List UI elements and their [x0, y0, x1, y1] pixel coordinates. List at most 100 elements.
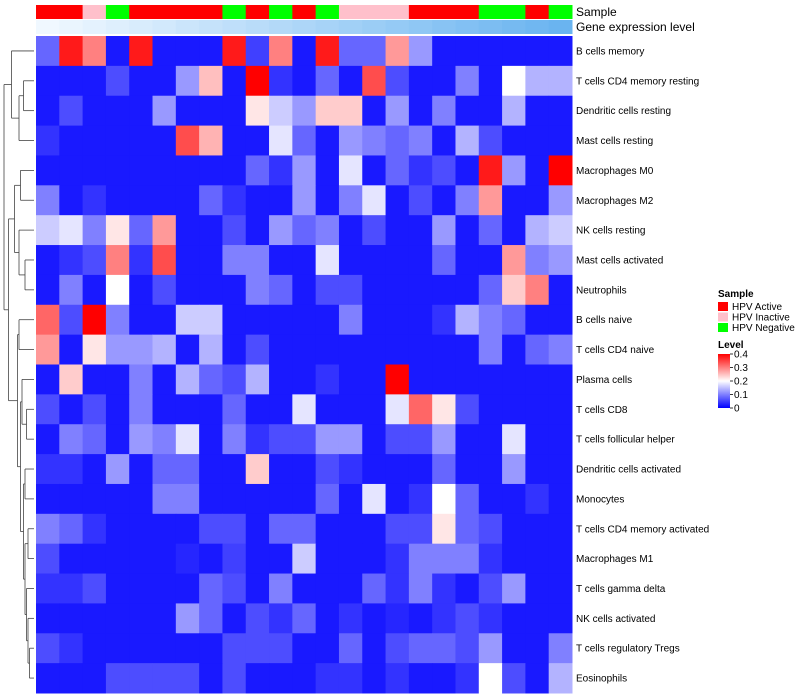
heatmap-cell	[222, 603, 247, 634]
heatmap-cell	[222, 95, 247, 127]
heatmap-cell	[269, 424, 293, 455]
heatmap-cell	[408, 245, 433, 276]
heatmap-cell	[362, 454, 387, 485]
heatmap-cell	[269, 215, 293, 246]
heatmap-cell	[408, 274, 433, 306]
heatmap-cell	[59, 663, 84, 694]
sample-annotation-cell	[408, 5, 433, 19]
heatmap-cell	[245, 364, 270, 395]
heatmap-cell	[36, 483, 60, 515]
heatmap-cell	[105, 245, 130, 276]
heatmap-cell	[245, 454, 270, 485]
heatmap-cell	[292, 394, 317, 425]
heatmap-cell	[59, 125, 84, 156]
heatmap-cell	[408, 125, 433, 156]
heatmap-cell	[455, 483, 480, 515]
heatmap-cell	[502, 95, 526, 127]
heatmap-cell	[455, 274, 480, 306]
heatmap-cell	[525, 573, 550, 604]
heatmap-cell	[362, 185, 387, 216]
sample-annotation-cell	[152, 5, 177, 19]
heatmap-cell	[245, 573, 270, 604]
heatmap-cell	[502, 185, 526, 216]
gene-expression-cell	[292, 20, 317, 34]
heatmap-cell	[82, 304, 107, 336]
heatmap-cell	[82, 185, 107, 216]
heatmap-cell	[129, 65, 154, 97]
heatmap-cell	[59, 65, 84, 97]
heatmap-cell	[105, 125, 130, 156]
gene-expression-cell	[385, 20, 410, 34]
heatmap-cell	[82, 36, 107, 67]
heatmap-cell	[36, 304, 60, 336]
heatmap-cell	[432, 95, 456, 127]
heatmap-cell	[199, 663, 223, 694]
heatmap-cell	[36, 334, 60, 365]
heatmap-cell	[36, 603, 60, 634]
heatmap-cell	[36, 245, 60, 276]
heatmap-cell	[222, 65, 247, 97]
heatmap-cell	[432, 603, 456, 634]
heatmap-cell	[222, 155, 247, 186]
heatmap-cell	[292, 36, 317, 67]
heatmap-cell	[478, 95, 503, 127]
heatmap-cell	[245, 304, 270, 336]
heatmap-cell	[292, 663, 317, 694]
heatmap-cell	[59, 304, 84, 336]
heatmap-cell	[245, 95, 270, 127]
heatmap-cell	[292, 573, 317, 604]
heatmap-cell	[502, 603, 526, 634]
heatmap-cell	[59, 185, 84, 216]
heatmap-cell	[338, 95, 363, 127]
heatmap-cell	[408, 155, 433, 186]
heatmap-cell	[175, 155, 200, 186]
sample-legend-label: HPV Negative	[732, 323, 795, 334]
level-legend-tick-label: 0	[734, 404, 740, 415]
heatmap-cell	[152, 454, 177, 485]
row-label: T cells gamma delta	[576, 584, 666, 595]
heatmap-cell	[269, 394, 293, 425]
heatmap-cell	[152, 334, 177, 365]
heatmap-cell	[222, 483, 247, 515]
heatmap-cell	[36, 543, 60, 575]
heatmap-cell	[105, 483, 130, 515]
heatmap-cell	[478, 274, 503, 306]
sample-annotation-cell	[36, 5, 60, 19]
heatmap-cell	[315, 483, 340, 515]
heatmap-cell	[432, 36, 456, 67]
heatmap-cell	[175, 185, 200, 216]
row-label: B cells naive	[576, 315, 633, 326]
heatmap-cell	[245, 543, 270, 575]
heatmap-cell	[525, 245, 550, 276]
heatmap-cell	[338, 155, 363, 186]
heatmap-cell	[59, 513, 84, 545]
heatmap-cell	[478, 125, 503, 156]
heatmap-cell	[432, 155, 456, 186]
heatmap-cell	[245, 185, 270, 216]
heatmap-cell	[129, 185, 154, 216]
heatmap-cell	[362, 274, 387, 306]
heatmap-cell	[222, 663, 247, 694]
heatmap-cell	[385, 95, 410, 127]
heatmap-cell	[105, 155, 130, 186]
heatmap-cell	[478, 245, 503, 276]
heatmap-cell	[548, 543, 573, 575]
heatmap-cell	[175, 215, 200, 246]
heatmap-cell	[502, 663, 526, 694]
heatmap-cell	[548, 65, 573, 97]
level-legend-tick-label: 0.4	[734, 350, 748, 361]
heatmap-cell	[199, 185, 223, 216]
heatmap-cell	[315, 274, 340, 306]
heatmap-cell	[269, 95, 293, 127]
sample-legend-label: HPV Active	[732, 302, 782, 313]
heatmap-cell	[269, 603, 293, 634]
heatmap-cell	[245, 394, 270, 425]
sample-annotation-cell	[222, 5, 247, 19]
sample-annotation-cell	[59, 5, 84, 19]
heatmap-cell	[175, 125, 200, 156]
sample-legend-swatch	[718, 302, 728, 311]
heatmap-cell	[152, 513, 177, 545]
heatmap-cell	[432, 185, 456, 216]
heatmap-cell	[315, 36, 340, 67]
row-label: T cells CD8	[576, 405, 628, 416]
